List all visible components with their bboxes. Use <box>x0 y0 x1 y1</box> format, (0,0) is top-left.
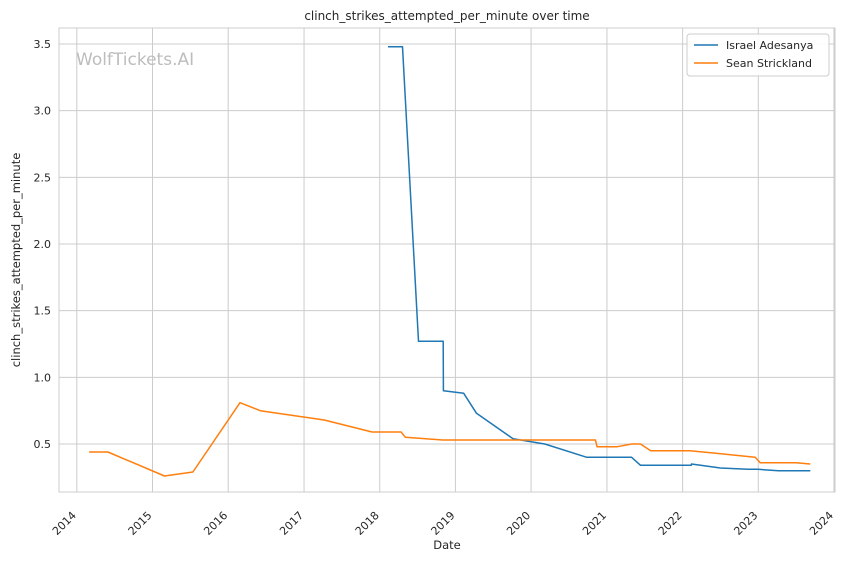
y-tick-label: 1.5 <box>34 305 52 318</box>
x-tick-label: 2021 <box>580 509 609 538</box>
legend-label-1: Israel Adesanya <box>726 39 813 52</box>
x-tick-label: 2017 <box>277 509 306 538</box>
x-axis-label: Date <box>433 538 461 552</box>
chart-title: clinch_strikes_attempted_per_minute over… <box>304 9 589 23</box>
x-tick-label: 2015 <box>126 509 155 538</box>
x-tick-label: 2014 <box>50 509 79 538</box>
y-tick-label: 2.0 <box>34 238 52 251</box>
x-tick-label: 2016 <box>201 509 230 538</box>
x-tick-label: 2019 <box>429 509 458 538</box>
series-lines <box>89 45 811 477</box>
y-axis-ticks: 0.5 1.0 1.5 2.0 2.5 3.0 3.5 <box>34 38 52 451</box>
x-axis-ticks: 2014 2015 2016 2017 2018 2019 2020 2021 2022 2023… <box>50 509 836 538</box>
series-line-1 <box>388 45 811 472</box>
series-line-2 <box>89 401 811 477</box>
legend-box <box>686 33 830 77</box>
watermark: WolfTickets.AI <box>76 50 194 70</box>
y-tick-label: 3.5 <box>34 38 52 51</box>
y-tick-label: 2.5 <box>34 171 52 184</box>
y-tick-label: 1.0 <box>34 371 52 384</box>
plot-frame <box>58 27 836 493</box>
x-tick-label: 2020 <box>504 509 533 538</box>
y-axis-label: clinch_strikes_attempted_per_minute <box>9 153 23 368</box>
gridlines <box>59 28 835 492</box>
plot-area <box>59 28 835 492</box>
y-tick-label: 0.5 <box>34 438 52 451</box>
legend-label-2: Sean Strickland <box>726 57 812 70</box>
x-tick-label: 2023 <box>731 509 760 538</box>
y-tick-label: 3.0 <box>34 105 52 118</box>
legend: Israel Adesanya Sean Strickland <box>686 33 830 77</box>
x-tick-label: 2022 <box>656 509 685 538</box>
x-tick-label: 2018 <box>353 509 382 538</box>
x-tick-label: 2024 <box>807 509 836 538</box>
